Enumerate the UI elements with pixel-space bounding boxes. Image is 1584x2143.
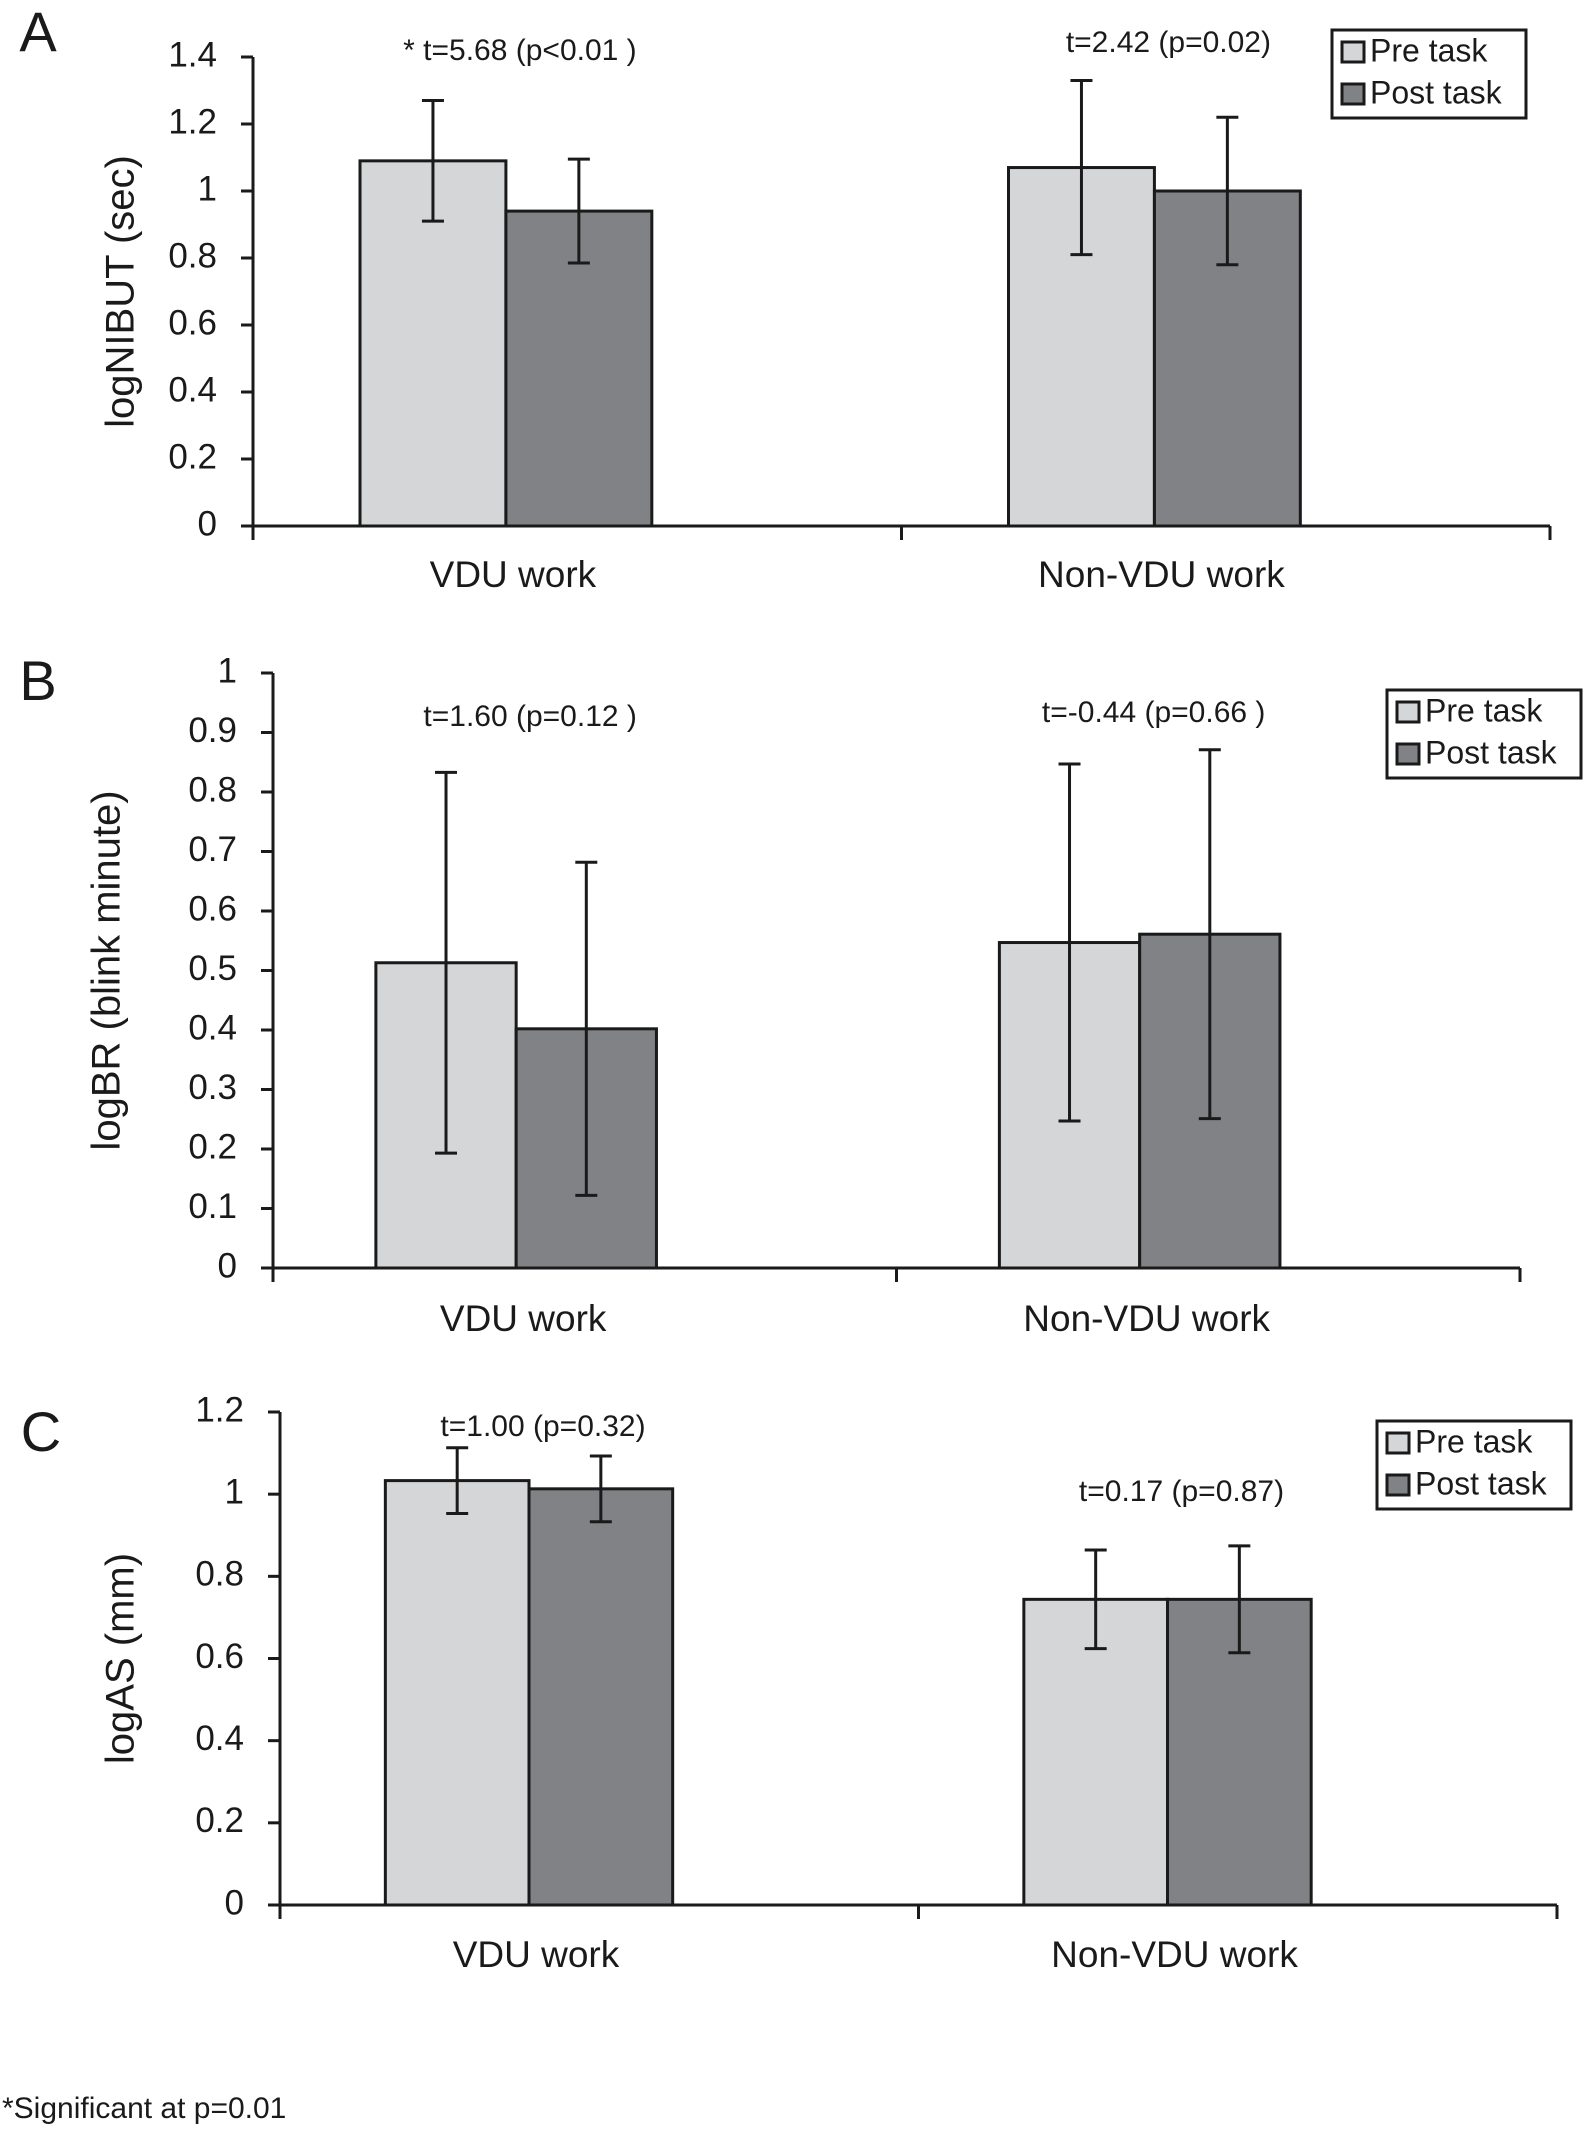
error-bar: [421, 99, 444, 223]
y-tick-label: 0: [198, 504, 217, 543]
y-tick-label: 1.4: [168, 35, 217, 74]
y-tick-label: 0.9: [188, 711, 237, 750]
y-tick-label: 0.2: [195, 1801, 244, 1840]
y-axis-label: logAS (mm): [99, 1553, 143, 1764]
y-tick-label: 0.8: [168, 236, 217, 275]
y-tick-label: 1: [225, 1472, 244, 1511]
legend-label: Pre task: [1425, 692, 1543, 728]
y-tick-label: 0.4: [188, 1008, 237, 1047]
panel-label: A: [19, 0, 57, 63]
y-axis-label: logBR (blink minute): [85, 790, 129, 1150]
y-tick-label: 0.4: [195, 1719, 244, 1758]
annotation: t=-0.44 (p=0.66 ): [1042, 696, 1265, 729]
error-bar: [1228, 1544, 1251, 1655]
error-bar: [567, 157, 590, 265]
y-tick-label: 0.2: [188, 1127, 237, 1166]
y-tick-label: 0.4: [168, 370, 217, 409]
panel-label: C: [21, 1400, 61, 1463]
error-bar: [1198, 748, 1221, 1121]
error-bar: [435, 770, 458, 1155]
y-tick-label: 0.1: [188, 1187, 237, 1226]
error-bar: [589, 1454, 612, 1524]
bar: [383, 1479, 531, 1907]
error-bar: [1070, 78, 1093, 257]
legend-swatch: [1340, 82, 1366, 106]
x-tick-label: VDU work: [440, 1298, 607, 1339]
annotation: * t=5.68 (p<0.01 ): [403, 34, 637, 67]
y-tick-label: 0.8: [195, 1555, 244, 1594]
y-tick-label: 0: [218, 1246, 237, 1285]
legend-swatch: [1340, 40, 1366, 64]
x-tick-label: VDU work: [453, 1934, 620, 1975]
y-tick-label: 0.7: [188, 830, 237, 869]
y-tick-label: 0.3: [188, 1068, 237, 1107]
annotation: t=2.42 (p=0.02): [1066, 26, 1271, 59]
annotation: t=0.17 (p=0.87): [1079, 1475, 1284, 1508]
error-bar: [1216, 115, 1239, 267]
y-tick-label: 0.6: [195, 1637, 244, 1676]
legend-swatch: [1395, 742, 1421, 766]
y-tick-label: 0.2: [168, 437, 217, 476]
error-bar: [575, 860, 598, 1197]
y-tick-label: 0.6: [188, 889, 237, 928]
legend-label: Post task: [1415, 1465, 1548, 1501]
legend-label: Post task: [1370, 74, 1503, 110]
y-tick-label: 1.2: [195, 1390, 244, 1429]
x-tick-label: VDU work: [430, 554, 597, 595]
y-axis-label: logNIBUT (sec): [99, 155, 143, 428]
legend-swatch: [1385, 1431, 1411, 1455]
legend-swatch: [1395, 700, 1421, 724]
x-tick-label: Non-VDU work: [1023, 1298, 1270, 1339]
error-bar: [446, 1446, 469, 1515]
panel-label: B: [19, 649, 56, 712]
y-tick-label: 0.5: [188, 949, 237, 988]
annotation: t=1.60 (p=0.12 ): [423, 700, 637, 733]
error-bar: [1058, 762, 1081, 1123]
legend-label: Pre task: [1415, 1423, 1533, 1459]
y-tick-label: 1.2: [168, 102, 217, 141]
bar: [527, 1487, 675, 1907]
legend-swatch: [1385, 1473, 1411, 1497]
y-tick-label: 1: [218, 651, 237, 690]
annotation: t=1.00 (p=0.32): [440, 1410, 645, 1443]
footnote: *Significant at p=0.01: [2, 2092, 286, 2125]
y-tick-label: 0.8: [188, 770, 237, 809]
y-tick-label: 0: [225, 1883, 244, 1922]
x-tick-label: Non-VDU work: [1051, 1934, 1298, 1975]
y-tick-label: 0.6: [168, 303, 217, 342]
error-bar: [1084, 1548, 1107, 1651]
legend-label: Pre task: [1370, 32, 1488, 68]
x-tick-label: Non-VDU work: [1038, 554, 1285, 595]
y-tick-label: 1: [198, 169, 217, 208]
legend-label: Post task: [1425, 734, 1558, 770]
